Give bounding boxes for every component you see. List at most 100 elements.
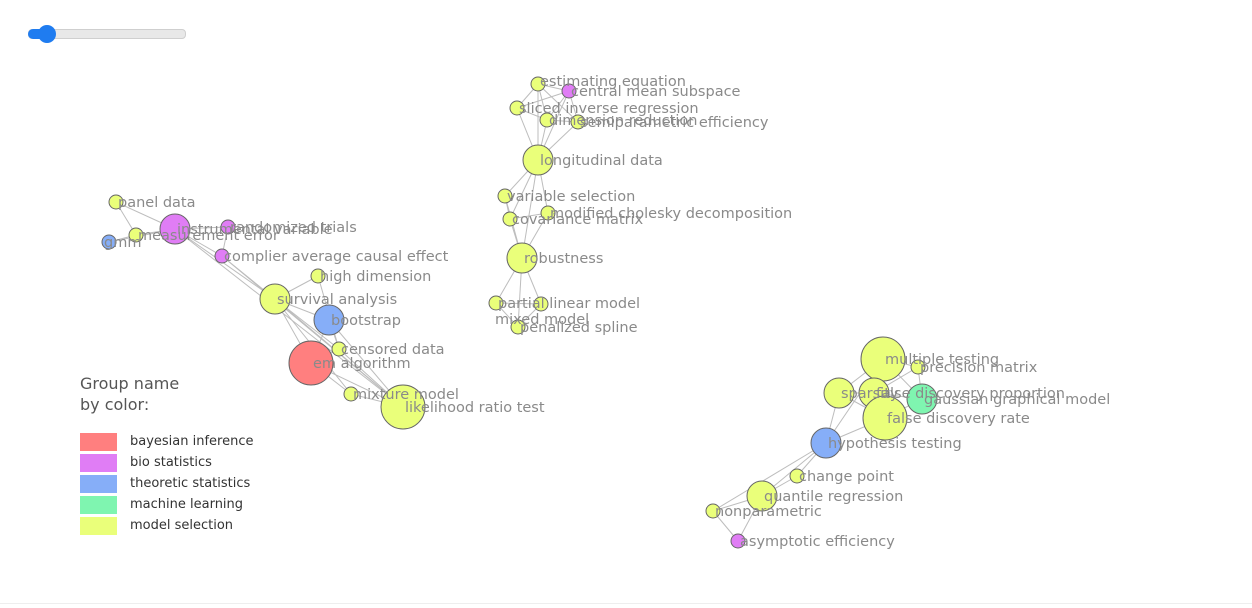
- graph-node[interactable]: [128, 227, 144, 243]
- graph-node[interactable]: [502, 211, 518, 227]
- graph-node[interactable]: [789, 468, 805, 484]
- node-label: multiple testing: [885, 352, 999, 368]
- graph-node[interactable]: [159, 213, 191, 245]
- legend-swatch: [80, 516, 117, 535]
- node-label: bootstrap: [331, 313, 401, 329]
- legend-label: bio statistics: [130, 455, 212, 470]
- node-label: variable selection: [507, 189, 635, 205]
- graph-node[interactable]: [539, 112, 555, 128]
- legend: Group name by color: bayesian inference b…: [80, 373, 280, 536]
- graph-node[interactable]: [380, 384, 426, 430]
- node-layer: [101, 76, 938, 549]
- node-label: randomized trials: [230, 220, 357, 236]
- node-label: measurement error: [138, 228, 279, 244]
- legend-swatch: [80, 432, 117, 451]
- node-label: modified cholesky decomposition: [550, 206, 792, 222]
- node-label: gmm: [104, 235, 141, 251]
- graph-node[interactable]: [101, 234, 117, 250]
- node-label: panel data: [118, 195, 196, 211]
- legend-item: machine learning: [80, 494, 280, 515]
- legend-item: bio statistics: [80, 452, 280, 473]
- node-label: partial linear model: [498, 296, 640, 312]
- node-label: sparsity: [841, 386, 899, 402]
- graph-edge: [174, 228, 276, 300]
- graph-node[interactable]: [540, 205, 556, 221]
- node-label: nonparametric: [715, 504, 822, 520]
- node-label: longitudinal data: [540, 153, 663, 169]
- zoom-slider[interactable]: [22, 24, 186, 44]
- legend-label: bayesian inference: [130, 434, 254, 449]
- legend-item: bayesian inference: [80, 431, 280, 452]
- node-label: dimension reduction: [549, 113, 697, 129]
- graph-node[interactable]: [288, 340, 334, 386]
- graph-node[interactable]: [730, 533, 746, 549]
- graph-node[interactable]: [259, 283, 291, 315]
- node-label: hypothesis testing: [828, 436, 962, 452]
- node-label: survival analysis: [277, 292, 397, 308]
- graph-edge: [495, 302, 542, 305]
- node-label: covariance matrix: [512, 212, 644, 228]
- node-label: false discovery proportion: [876, 386, 1065, 402]
- node-label: false discovery rate: [887, 411, 1030, 427]
- graph-node[interactable]: [746, 480, 778, 512]
- graph-edge: [516, 90, 570, 109]
- node-label: central mean subspace: [571, 84, 741, 100]
- graph-node[interactable]: [862, 395, 908, 441]
- graph-node[interactable]: [522, 144, 554, 176]
- node-label: penalized spline: [520, 320, 638, 336]
- legend-item: theoretic statistics: [80, 473, 280, 494]
- graph-node[interactable]: [509, 100, 525, 116]
- graph-node[interactable]: [488, 295, 504, 311]
- graph-node[interactable]: [510, 319, 526, 335]
- graph-node[interactable]: [214, 248, 230, 264]
- node-label: censored data: [341, 342, 445, 358]
- graph-node[interactable]: [533, 296, 549, 312]
- legend-title: Group name by color:: [80, 374, 180, 414]
- node-label: estimating equation: [540, 74, 686, 90]
- node-label: quantile regression: [764, 489, 903, 505]
- graph-node[interactable]: [561, 83, 577, 99]
- node-label: sliced inverse regression: [519, 101, 699, 117]
- graph-node[interactable]: [497, 188, 513, 204]
- graph-node[interactable]: [310, 268, 326, 284]
- node-label: precision matrix: [920, 360, 1038, 376]
- graph-edge: [174, 228, 404, 408]
- graph-edge: [521, 159, 539, 259]
- graph-node[interactable]: [331, 341, 347, 357]
- node-label: mixed model: [495, 312, 589, 328]
- graph-node[interactable]: [823, 377, 855, 409]
- node-label: robustness: [524, 251, 603, 267]
- graph-node[interactable]: [705, 503, 721, 519]
- node-label: change point: [799, 469, 894, 485]
- graph-edge: [537, 83, 579, 123]
- graph-node[interactable]: [313, 304, 345, 336]
- slider-thumb[interactable]: [37, 25, 56, 43]
- graph-node[interactable]: [220, 219, 236, 235]
- legend-label: machine learning: [130, 497, 244, 512]
- graph-node[interactable]: [343, 386, 359, 402]
- legend-list: bayesian inference bio statistics theoreti…: [80, 431, 280, 536]
- legend-swatch: [80, 453, 117, 472]
- graph-node[interactable]: [906, 383, 938, 415]
- graph-node[interactable]: [506, 242, 538, 274]
- legend-label: theoretic statistics: [130, 476, 251, 491]
- graph-node[interactable]: [810, 427, 842, 459]
- slider-fill: [28, 29, 47, 39]
- node-label: mixture model: [353, 387, 459, 403]
- legend-swatch: [80, 474, 117, 493]
- node-label: gaussian graphical model: [924, 392, 1110, 408]
- graph-node[interactable]: [570, 114, 586, 130]
- node-label: instrumental variable: [177, 222, 333, 238]
- node-label: high dimension: [320, 269, 431, 285]
- node-label: em algorithm: [313, 356, 411, 372]
- legend-label: model selection: [130, 518, 234, 533]
- graph-node[interactable]: [910, 359, 926, 375]
- graph-node[interactable]: [108, 194, 124, 210]
- graph-node[interactable]: [530, 76, 546, 92]
- node-label: complier average causal effect: [224, 249, 449, 265]
- legend-swatch: [80, 495, 117, 514]
- node-label: semiparametric efficiency: [580, 115, 769, 131]
